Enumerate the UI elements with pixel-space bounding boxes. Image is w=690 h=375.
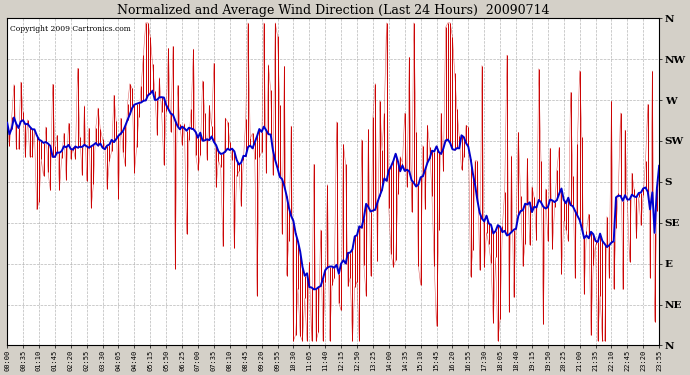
Text: Copyright 2009 Cartronics.com: Copyright 2009 Cartronics.com (10, 25, 131, 33)
Title: Normalized and Average Wind Direction (Last 24 Hours)  20090714: Normalized and Average Wind Direction (L… (117, 4, 549, 17)
